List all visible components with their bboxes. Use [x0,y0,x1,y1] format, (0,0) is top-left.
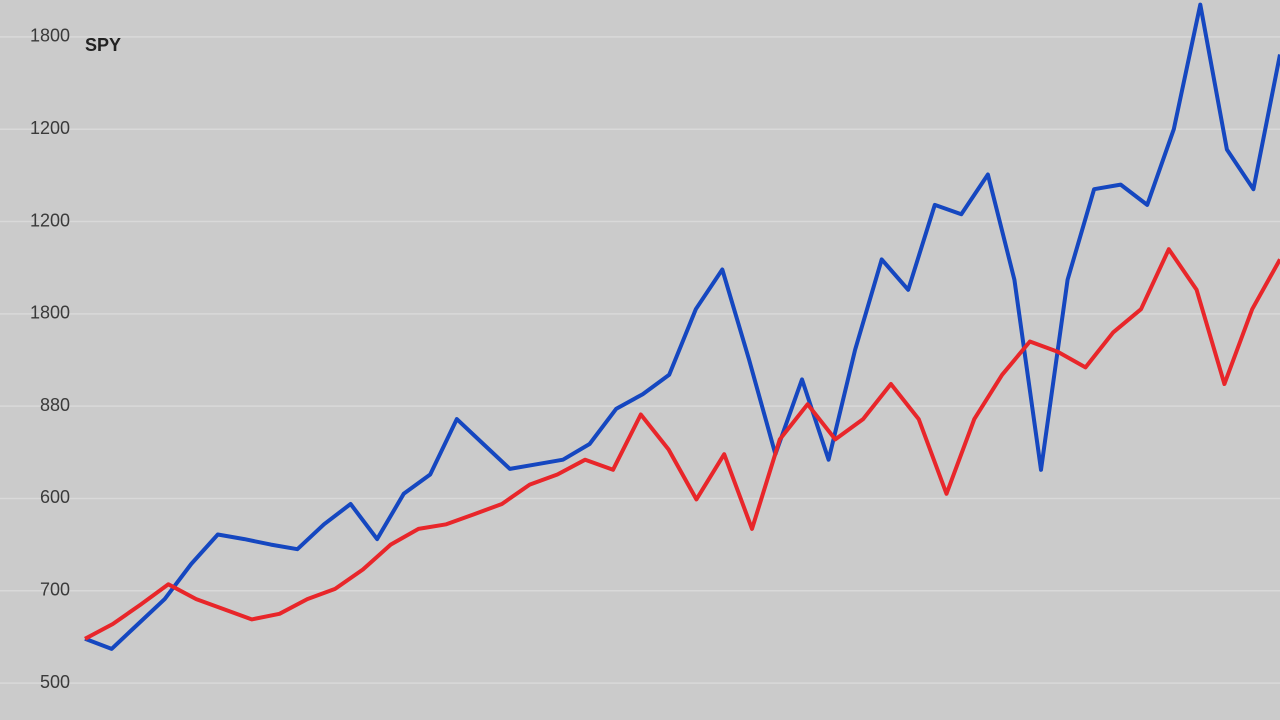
y-tick-label: 880 [40,395,70,415]
y-tick-label: 700 [40,580,70,600]
y-tick-label: 500 [40,672,70,692]
y-tick-label: 600 [40,487,70,507]
series-line [84,247,1280,641]
series-line [84,2,1280,651]
y-tick-label: 1200 [30,118,70,138]
y-tick-label: 1800 [30,26,70,46]
chart-title: SPY [85,35,121,55]
y-tick-label: 1800 [30,303,70,323]
y-tick-label: 1200 [30,210,70,230]
